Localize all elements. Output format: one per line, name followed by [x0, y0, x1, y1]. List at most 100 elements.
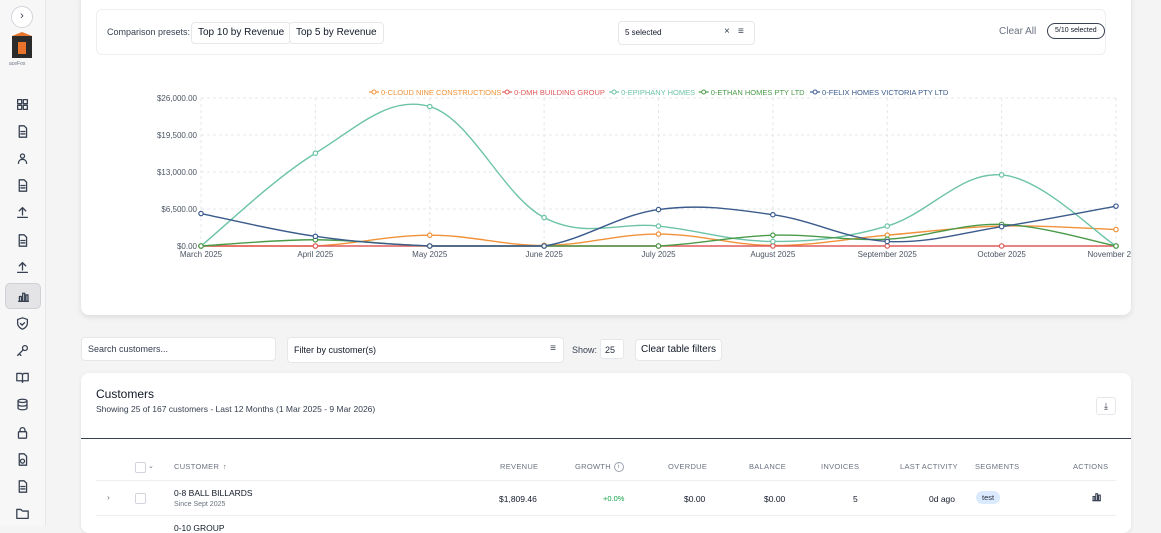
nav-keys[interactable]	[5, 338, 39, 362]
x-tick-label: November 2025	[1088, 250, 1131, 259]
col-last-activity[interactable]: LAST ACTIVITY	[900, 462, 958, 471]
nav-file-report[interactable]	[5, 447, 39, 471]
nav-upload[interactable]	[5, 200, 39, 224]
clear-all-button[interactable]: Clear All	[999, 26, 1037, 37]
select-all-checkbox[interactable]	[135, 462, 146, 473]
data-point	[198, 243, 204, 249]
col-revenue[interactable]: REVENUE	[500, 462, 539, 471]
data-point	[884, 243, 891, 249]
last-activity-value: 0d ago	[929, 494, 955, 504]
nav-invoices[interactable]	[5, 228, 39, 252]
menu-icon[interactable]: ≡	[738, 26, 744, 37]
legend-label: 0-FELIX HOMES VICTORIA PTY LTD	[822, 88, 949, 97]
sidebar: › aceFox	[0, 0, 46, 526]
shield-icon	[16, 316, 28, 330]
document-icon	[18, 479, 27, 493]
customer-name[interactable]: 0-8 BALL BILLARDS	[174, 488, 253, 498]
chart-icon[interactable]	[1091, 491, 1102, 504]
col-invoices[interactable]: INVOICES	[821, 462, 860, 471]
data-point	[1113, 203, 1119, 209]
nav-documents[interactable]	[5, 119, 39, 143]
col-overdue[interactable]: OVERDUE	[668, 462, 708, 471]
x-tick-label: August 2025	[750, 250, 795, 259]
nav-reports[interactable]	[5, 173, 39, 197]
collapse-sidebar-button[interactable]: ›	[11, 6, 33, 28]
col-customer[interactable]: CUSTOMER	[174, 462, 220, 471]
balance-value: $0.00	[764, 494, 786, 504]
chevron-down-icon[interactable]: ⌄	[148, 463, 155, 470]
col-actions: ACTIONS	[1073, 462, 1109, 471]
customer-filter-select[interactable]: Filter by customer(s) ≡	[287, 337, 564, 363]
logo-text: aceFox	[9, 61, 26, 67]
nav-analytics[interactable]	[5, 283, 41, 309]
clear-table-filters-button[interactable]: Clear table filters	[635, 339, 723, 361]
page-size-select[interactable]: 25	[600, 339, 624, 359]
table-subtitle: Showing 25 of 167 customers - Last 12 Mo…	[96, 404, 376, 414]
chevron-right-icon[interactable]: ›	[107, 492, 110, 502]
preset-top5-button[interactable]: Top 5 by Revenue	[289, 22, 384, 44]
data-point	[655, 231, 662, 237]
document-icon	[18, 233, 27, 247]
show-label: Show:	[572, 345, 598, 355]
x-tick-label: March 2025	[180, 250, 223, 259]
close-icon[interactable]: ×	[724, 26, 730, 37]
nav-reports-2[interactable]	[5, 474, 39, 498]
x-tick-label: May 2025	[412, 250, 448, 259]
x-tick-label: September 2025	[858, 250, 918, 259]
y-tick-label: $19,500.00	[157, 131, 198, 140]
nav-import[interactable]	[5, 255, 39, 279]
x-tick-label: June 2025	[525, 250, 563, 259]
nav-users[interactable]	[5, 146, 39, 170]
multiselect-value: 5 selected	[625, 28, 662, 37]
data-point	[655, 223, 662, 229]
y-tick-label: $26,000.00	[157, 94, 198, 103]
data-point	[426, 232, 433, 238]
data-point	[541, 243, 547, 249]
chart-card: Comparison presets: Top 10 by Revenue To…	[81, 0, 1131, 315]
legend-marker	[812, 89, 818, 95]
lock-icon	[17, 426, 27, 439]
search-customers-input[interactable]	[81, 337, 276, 361]
sort-asc-icon[interactable]: ↑	[223, 462, 228, 471]
nav-lock[interactable]	[5, 420, 39, 444]
customers-table-card: Customers Showing 25 of 167 customers - …	[81, 373, 1131, 533]
row-checkbox[interactable]	[135, 493, 146, 504]
document-icon	[18, 124, 27, 138]
info-icon[interactable]: i	[614, 462, 624, 472]
nav-database[interactable]	[5, 392, 39, 416]
comparison-presets-bar: Comparison presets: Top 10 by Revenue To…	[96, 9, 1106, 55]
col-segments[interactable]: SEGMENTS	[975, 462, 1020, 471]
legend-label: 0-CLOUD NINE CONSTRUCTIONS	[381, 88, 501, 97]
y-tick-label: $0.00	[177, 242, 198, 251]
revenue-value: $1,809.46	[499, 494, 537, 504]
data-point	[884, 223, 891, 229]
nav-folders[interactable]	[5, 501, 39, 525]
col-balance[interactable]: BALANCE	[749, 462, 787, 471]
legend-label: 0-EPIPHANY HOMES	[621, 88, 695, 97]
data-point	[312, 150, 319, 157]
data-point	[426, 243, 433, 249]
customer-filter-label: Filter by customer(s)	[294, 345, 377, 355]
customer-name[interactable]: 0-10 GROUP	[174, 523, 225, 533]
selected-count-badge: 5/10 selected	[1047, 23, 1105, 39]
nav-dashboard[interactable]	[5, 92, 39, 116]
data-point	[312, 233, 319, 240]
nav-docs[interactable]	[5, 365, 39, 389]
y-tick-label: $13,000.00	[157, 168, 198, 177]
col-growth[interactable]: GROWTH	[575, 462, 611, 471]
grid-icon	[16, 98, 28, 110]
y-tick-label: $6,500.00	[161, 205, 197, 214]
legend-marker	[701, 89, 707, 95]
legend-label: 0-ETHAN HOMES PTY LTD	[711, 88, 805, 97]
key-icon	[16, 344, 28, 356]
book-icon	[15, 372, 29, 383]
data-point	[770, 243, 776, 249]
customer-multiselect[interactable]: 5 selected × ≡	[618, 21, 755, 45]
divider	[96, 515, 1116, 516]
download-icon[interactable]: ⤓	[1096, 397, 1116, 415]
segment-badge[interactable]: test	[976, 491, 1001, 504]
x-tick-label: April 2025	[297, 250, 334, 259]
nav-security[interactable]	[5, 311, 39, 335]
presets-label: Comparison presets:	[107, 27, 191, 37]
data-point	[1113, 226, 1119, 233]
